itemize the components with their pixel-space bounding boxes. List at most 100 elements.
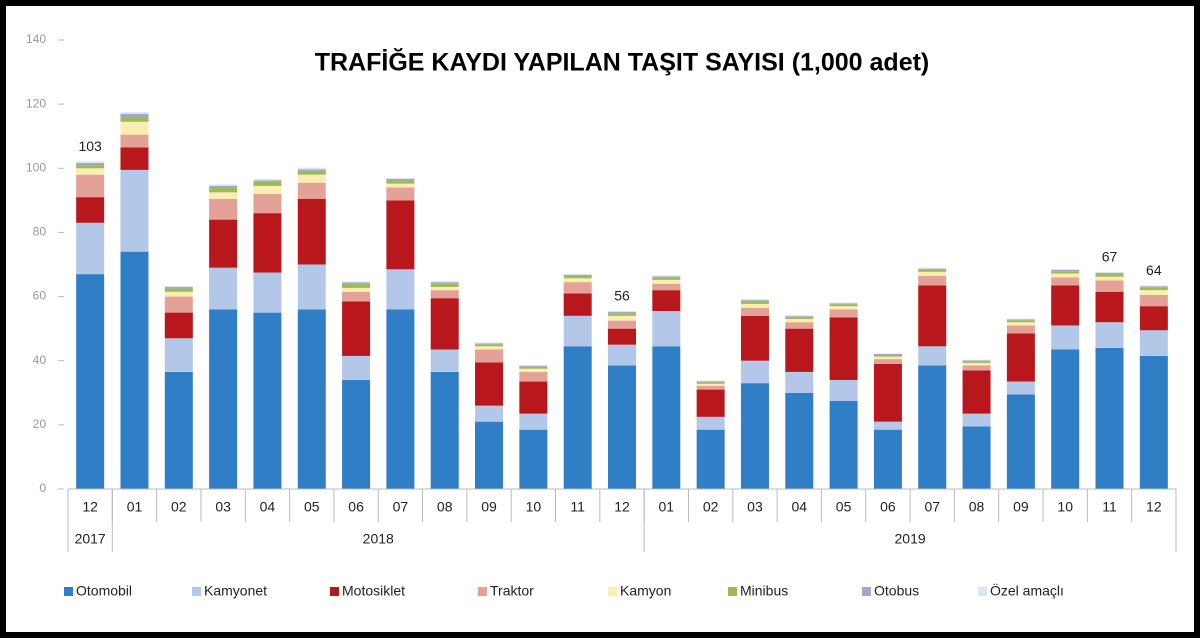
bar-segment: [652, 346, 681, 489]
bar-segment: [386, 177, 415, 179]
bar-segment: [1006, 322, 1035, 326]
bar-segment: [386, 200, 415, 270]
bar-segment: [785, 315, 814, 317]
y-tick-label: 60: [33, 289, 47, 303]
bar-segment: [563, 282, 592, 294]
x-tick-label: 07: [924, 499, 940, 515]
bar-segment: [918, 268, 947, 270]
bar-segment: [829, 400, 858, 489]
legend-swatch: [330, 587, 339, 596]
bar-segment: [76, 168, 105, 175]
bar-segment: [652, 277, 681, 280]
bar-segment: [209, 198, 238, 220]
bar-segment: [608, 315, 636, 321]
bar-segment: [209, 184, 238, 186]
bar-segment: [297, 169, 326, 171]
x-tick-label: 10: [526, 499, 542, 515]
bar-segment: [475, 346, 504, 350]
bar-segment: [519, 365, 548, 367]
bar-segment: [1051, 277, 1080, 286]
bar-segment: [740, 300, 769, 302]
bar-segment: [342, 379, 371, 489]
bar-segment: [1006, 325, 1035, 334]
bar-segment: [652, 311, 681, 347]
bar-segment: [962, 365, 991, 371]
legend-swatch: [978, 587, 987, 596]
bar-segment: [386, 269, 415, 310]
legend-label: Kamyonet: [204, 583, 267, 599]
bar-segment: [430, 282, 459, 284]
bar-segment: [164, 286, 193, 289]
bar-segment: [120, 116, 149, 122]
bar-segment: [1006, 319, 1035, 321]
bar-segment: [209, 219, 238, 268]
bar-segment: [342, 281, 371, 283]
bar-segment: [1139, 286, 1168, 288]
bar-segment: [76, 161, 105, 163]
bar-segment: [829, 317, 858, 380]
bar-segment: [76, 222, 105, 275]
bar-segment: [209, 187, 238, 193]
bar-segment: [120, 169, 149, 252]
legend-label: Otobus: [874, 583, 919, 599]
bar-segment: [519, 364, 548, 366]
bar-segment: [76, 274, 105, 489]
bar-segment: [962, 359, 991, 361]
bar-segment: [1095, 280, 1124, 292]
x-tick-label: 11: [1102, 499, 1117, 515]
bar-segment: [1051, 273, 1080, 278]
total-label: 103: [78, 138, 102, 154]
bar-segment: [785, 322, 814, 329]
bar-segment: [873, 429, 902, 489]
bar-segment: [475, 421, 504, 489]
bar-segment: [608, 328, 636, 345]
bar-segment: [342, 287, 371, 292]
bar-segment: [918, 269, 947, 272]
bar-segment: [873, 421, 902, 430]
legend-label: Otomobil: [76, 583, 132, 599]
legend-swatch: [192, 587, 201, 596]
total-label: 67: [1102, 249, 1118, 265]
bar-segment: [519, 429, 548, 489]
bar-segment: [740, 315, 769, 361]
bar-segment: [253, 182, 282, 186]
bar-segment: [608, 311, 636, 312]
bar-segment: [962, 370, 991, 414]
x-tick-label: 05: [836, 499, 852, 515]
bar-segment: [430, 286, 459, 291]
bar-segment: [918, 365, 947, 489]
bar-segment: [164, 288, 193, 292]
group-label: 2018: [363, 531, 394, 547]
bar-segment: [430, 349, 459, 372]
bar-segment: [918, 275, 947, 286]
legend-swatch: [478, 587, 487, 596]
bar-segment: [1051, 349, 1080, 489]
x-tick-label: 04: [260, 499, 276, 515]
bar-segment: [652, 276, 681, 278]
bar-segment: [386, 180, 415, 184]
bar-segment: [785, 319, 814, 323]
bar-segment: [120, 121, 149, 135]
bar-segment: [209, 267, 238, 310]
legend-label: Motosiklet: [342, 583, 405, 599]
x-tick-label: 09: [1013, 499, 1029, 515]
legend-swatch: [862, 587, 871, 596]
bar-segment: [120, 251, 149, 489]
bar-segment: [519, 366, 548, 369]
chart-title: TRAFİĞE KAYDI YAPILAN TAŞIT SAYISI (1,00…: [315, 48, 930, 77]
bar-segment: [608, 311, 636, 314]
bar-segment: [740, 303, 769, 308]
bar-segment: [785, 316, 814, 318]
bar-segment: [696, 416, 725, 430]
bar-segment: [120, 134, 149, 148]
bar-segment: [1006, 320, 1035, 323]
bar-segment: [696, 382, 725, 384]
x-tick-label: 02: [171, 499, 187, 515]
bar-segment: [475, 343, 504, 345]
x-tick-label: 08: [437, 499, 453, 515]
bar-segment: [829, 302, 858, 304]
x-tick-label: 04: [791, 499, 807, 515]
x-tick-label: 10: [1057, 499, 1073, 515]
bar-segment: [696, 385, 725, 390]
bar-segment: [76, 174, 105, 198]
